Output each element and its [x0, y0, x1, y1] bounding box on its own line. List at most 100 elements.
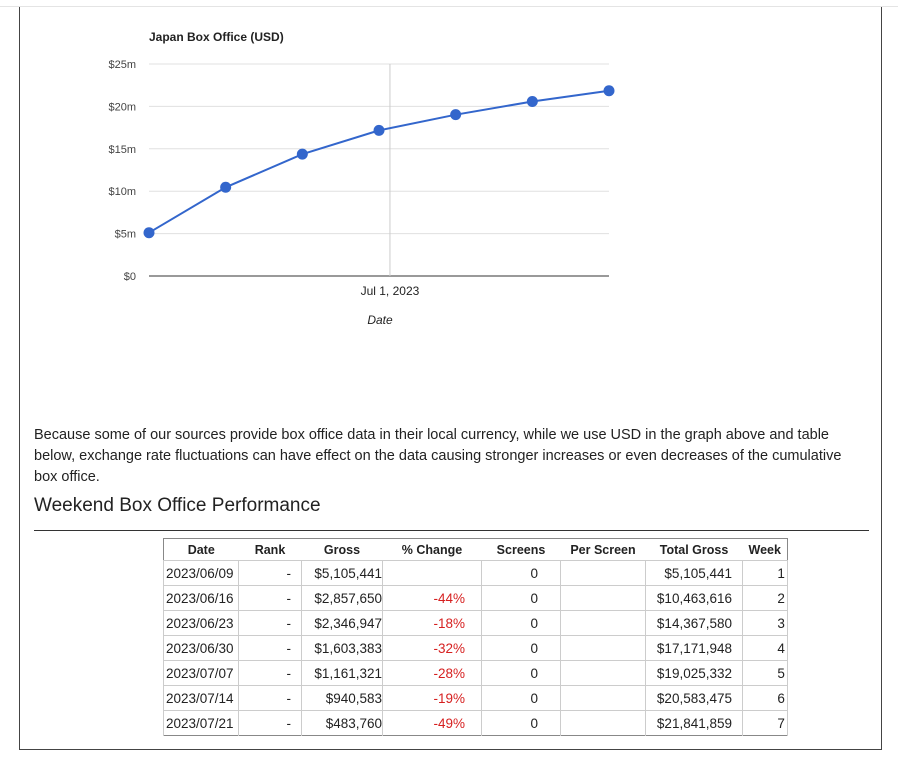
- cell-screens: 0: [481, 710, 561, 736]
- x-tick-label: Jul 1, 2023: [361, 284, 420, 298]
- cell-change: -32%: [382, 635, 482, 661]
- cell-screens: 0: [481, 685, 561, 711]
- cell-total-gross: $5,105,441: [645, 560, 743, 586]
- cell-rank: -: [238, 560, 302, 586]
- cell-screens: 0: [481, 635, 561, 661]
- data-point: [450, 109, 462, 121]
- table-row: 2023/06/16- $2,857,650 -44% 0 $10,463,616 2: [163, 585, 788, 611]
- cell-change: -44%: [382, 585, 482, 611]
- y-tick-label: $10m: [108, 186, 136, 198]
- header-gross: Gross: [323, 543, 361, 557]
- y-tick-label: $5m: [115, 229, 136, 241]
- cell-week: 2: [742, 585, 788, 611]
- cell-date: 2023/06/30: [163, 635, 239, 661]
- cell-gross: $1,161,321: [301, 660, 383, 686]
- cell-total-gross: $20,583,475: [645, 685, 743, 711]
- cell-gross: $2,857,650: [301, 585, 383, 611]
- table-row: 2023/07/14- $940,583 -19% 0 $20,583,475 6: [163, 685, 788, 711]
- header-screens: Screens: [496, 543, 546, 557]
- cell-per-screen: [560, 560, 646, 586]
- cell-total-gross: $19,025,332: [645, 660, 743, 686]
- header-total-gross: Total Gross: [659, 543, 729, 557]
- cell-week: 1: [742, 560, 788, 586]
- cell-change: -28%: [382, 660, 482, 686]
- cell-gross: $2,346,947: [301, 610, 383, 636]
- data-point: [296, 148, 308, 160]
- weekend-box-office-table: Date Rank Gross % Change Screens Per Scr…: [163, 538, 788, 736]
- header-change: % Change: [401, 543, 463, 557]
- series-line: [148, 89, 610, 234]
- table-row: 2023/06/30- $1,603,383 -32% 0 $17,171,948 4: [163, 635, 788, 661]
- cell-per-screen: [560, 610, 646, 636]
- cell-gross: $5,105,441: [301, 560, 383, 586]
- cell-screens: 0: [481, 585, 561, 611]
- cell-per-screen: [560, 685, 646, 711]
- data-point: [603, 85, 615, 97]
- header-week: Week: [748, 543, 781, 557]
- currency-note: Because some of our sources provide box …: [34, 427, 842, 485]
- cell-rank: -: [238, 610, 302, 636]
- chart-series: [143, 85, 615, 239]
- cell-screens: 0: [481, 660, 561, 686]
- y-tick-label: $15m: [108, 144, 136, 156]
- cell-date: 2023/07/14: [163, 685, 239, 711]
- cell-per-screen: [560, 710, 646, 736]
- cell-screens: 0: [481, 610, 561, 636]
- table-row: 2023/07/21- $483,760 -49% 0 $21,841,859 7: [163, 710, 788, 736]
- cell-change: [382, 560, 482, 586]
- cell-screens: 0: [481, 560, 561, 586]
- cell-week: 3: [742, 610, 788, 636]
- section-divider: [34, 530, 869, 531]
- cell-week: 4: [742, 635, 788, 661]
- y-tick-label: $25m: [108, 59, 136, 71]
- cell-total-gross: $17,171,948: [645, 635, 743, 661]
- cell-change: -49%: [382, 710, 482, 736]
- x-axis-ticks: Jul 1, 2023: [361, 284, 420, 298]
- cell-date: 2023/07/21: [163, 710, 239, 736]
- x-axis-label: Date: [367, 313, 393, 327]
- cell-week: 6: [742, 685, 788, 711]
- y-tick-label: $20m: [108, 101, 136, 113]
- section-title: Weekend Box Office Performance: [34, 495, 321, 516]
- cell-per-screen: [560, 635, 646, 661]
- data-point: [526, 95, 538, 107]
- cell-rank: -: [238, 635, 302, 661]
- table-row: 2023/07/07- $1,161,321 -28% 0 $19,025,332 5: [163, 660, 788, 686]
- data-point: [143, 227, 155, 239]
- cell-change: -19%: [382, 685, 482, 711]
- content-frame: [19, 7, 882, 750]
- data-point: [220, 181, 232, 193]
- top-divider: [0, 6, 898, 7]
- cell-rank: -: [238, 660, 302, 686]
- cell-rank: -: [238, 685, 302, 711]
- cell-change: -18%: [382, 610, 482, 636]
- cell-week: 7: [742, 710, 788, 736]
- table-header-row: Date Rank Gross % Change Screens Per Scr…: [164, 539, 788, 561]
- cell-total-gross: $14,367,580: [645, 610, 743, 636]
- cell-total-gross: $10,463,616: [645, 585, 743, 611]
- cell-date: 2023/07/07: [163, 660, 239, 686]
- box-office-chart: Japan Box Office (USD) $0 $5m $10m $15m $20m…: [108, 30, 615, 327]
- chart-title: Japan Box Office (USD): [149, 30, 284, 44]
- cell-rank: -: [238, 585, 302, 611]
- cell-per-screen: [560, 585, 646, 611]
- table-row: 2023/06/23- $2,346,947 -18% 0 $14,367,580 3: [163, 610, 788, 636]
- chart-gridlines: [149, 63, 609, 277]
- cell-date: 2023/06/23: [163, 610, 239, 636]
- cell-gross: $483,760: [301, 710, 383, 736]
- header-per-screen: Per Screen: [570, 543, 636, 557]
- cell-gross: $1,603,383: [301, 635, 383, 661]
- y-tick-label: $0: [124, 271, 136, 283]
- cell-per-screen: [560, 660, 646, 686]
- y-axis-ticks: $0 $5m $10m $15m $20m $25m: [108, 59, 136, 283]
- table-row: 2023/06/09- $5,105,441 0 $5,105,441 1: [163, 560, 788, 586]
- cell-gross: $940,583: [301, 685, 383, 711]
- cell-rank: -: [238, 710, 302, 736]
- header-date: Date: [187, 543, 215, 557]
- cell-week: 5: [742, 660, 788, 686]
- cell-date: 2023/06/16: [163, 585, 239, 611]
- header-rank: Rank: [254, 543, 286, 557]
- cell-date: 2023/06/09: [163, 560, 239, 586]
- data-point: [373, 124, 385, 136]
- cell-total-gross: $21,841,859: [645, 710, 743, 736]
